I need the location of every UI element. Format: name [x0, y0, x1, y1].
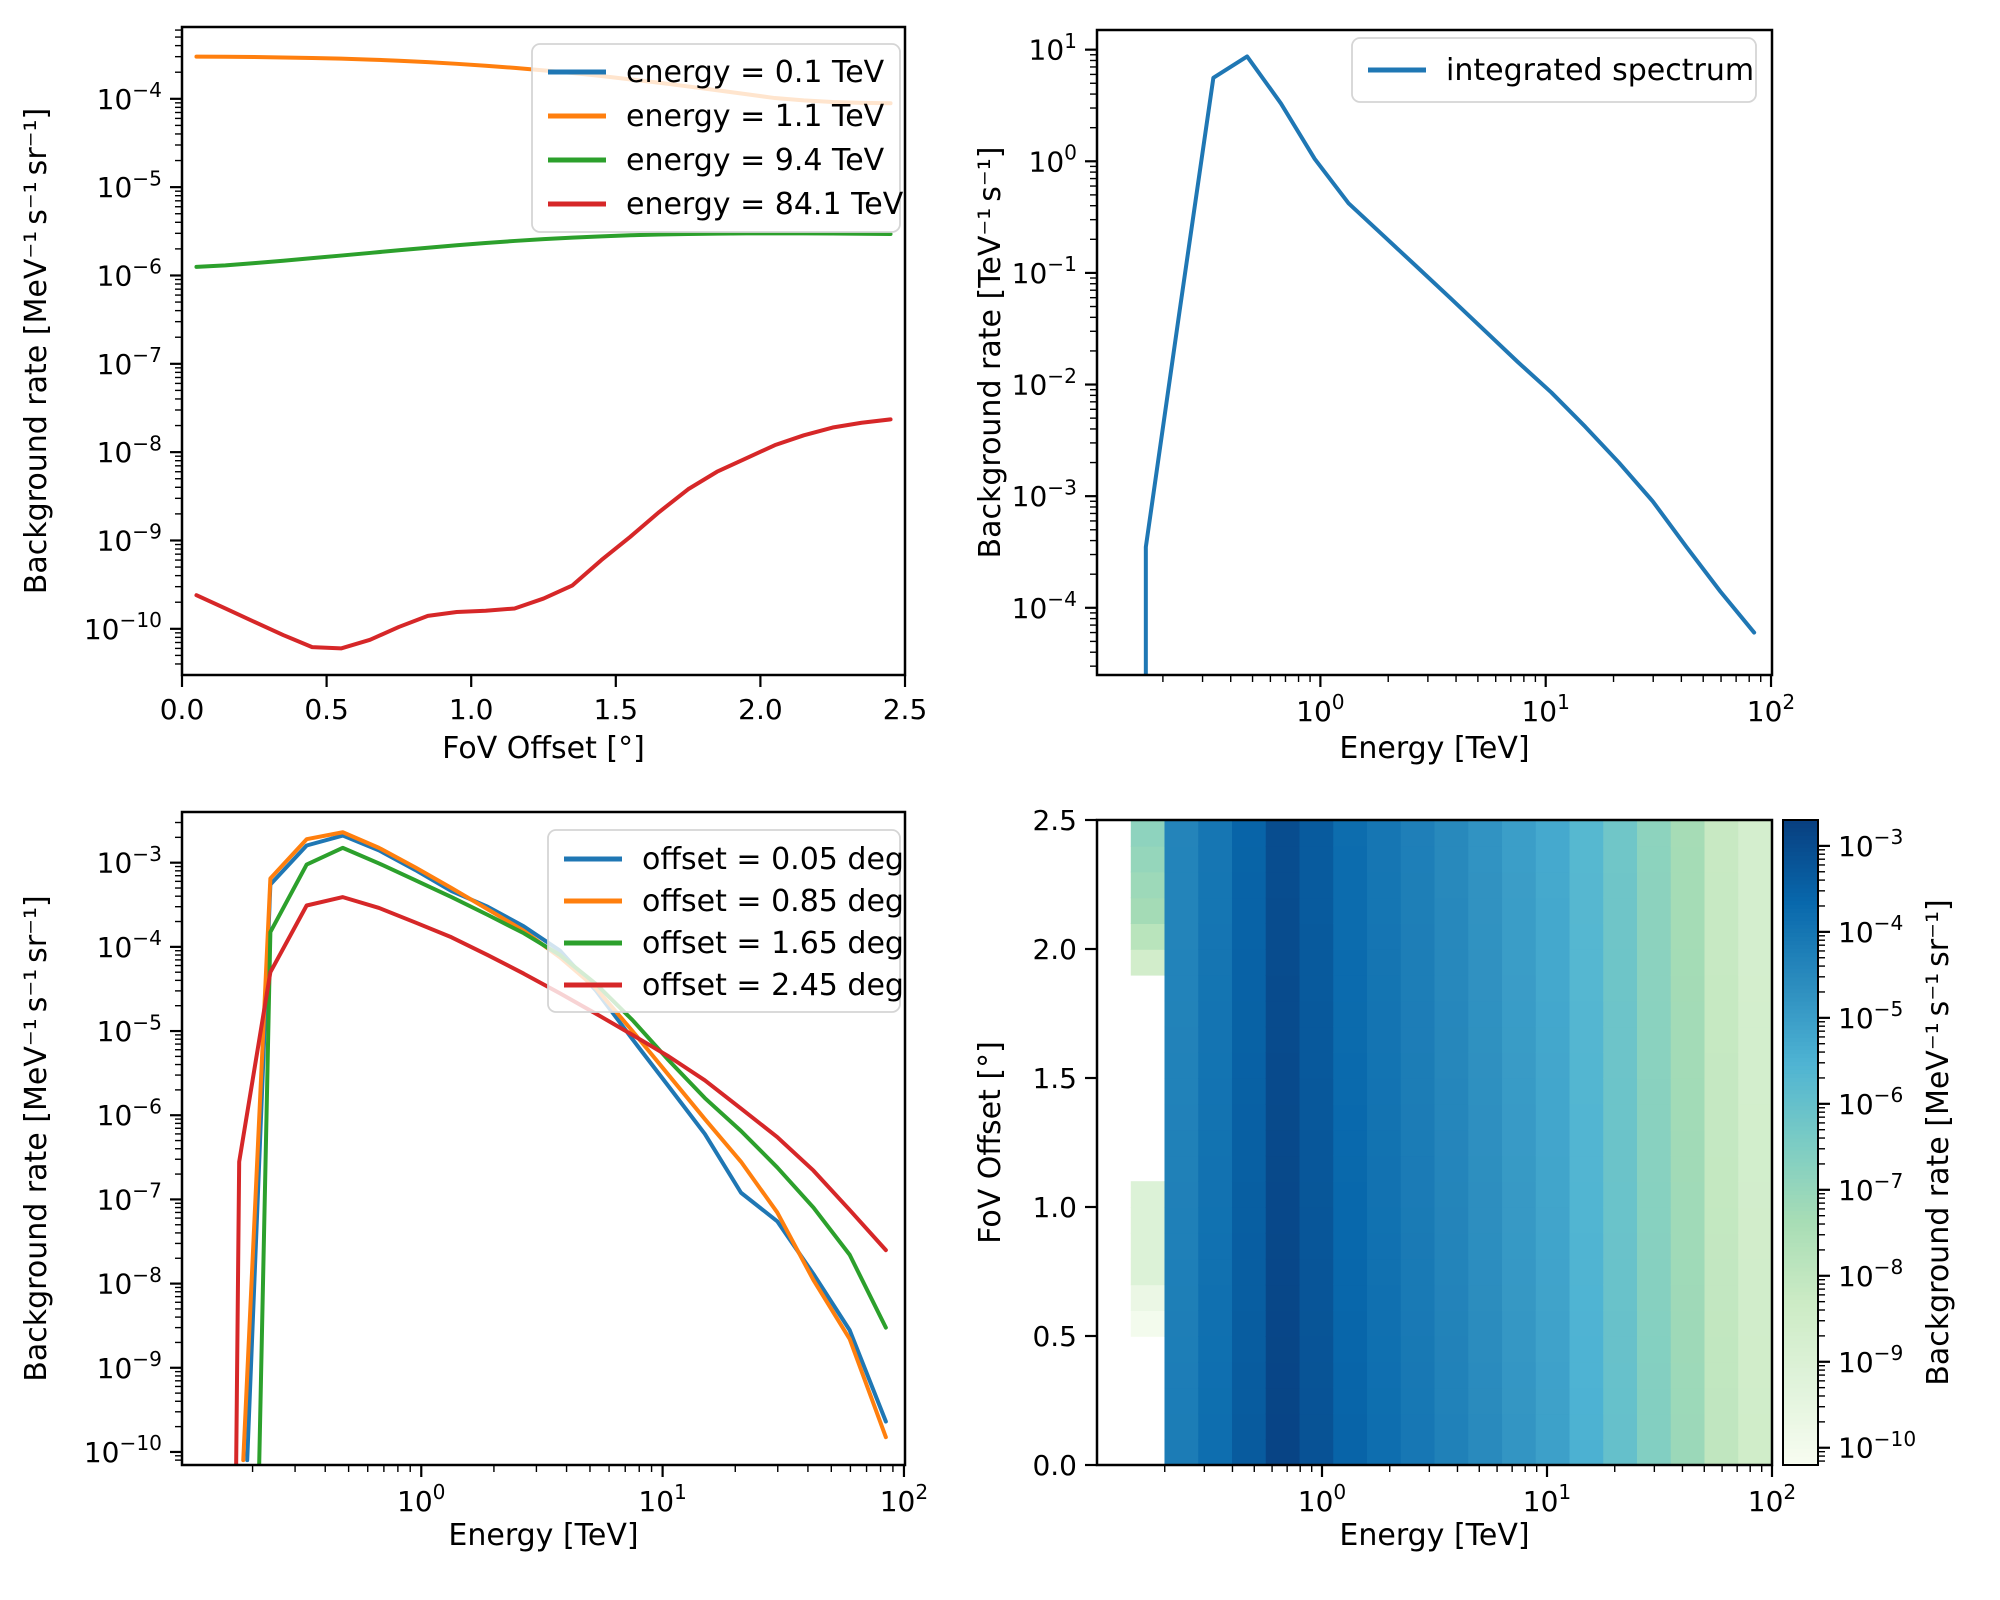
svg-text:10−2: 10−2 [1012, 364, 1077, 402]
data-line [194, 417, 893, 651]
svg-text:10−9: 10−9 [97, 1347, 162, 1385]
svg-text:1.5: 1.5 [1032, 1062, 1077, 1095]
svg-text:10−8: 10−8 [97, 1263, 162, 1301]
legend-entry-label: integrated spectrum [1446, 53, 1754, 88]
axis-labels: Energy [TeV] Background rate [MeV⁻¹ s⁻¹ s… [19, 895, 639, 1553]
svg-text:10−5: 10−5 [1838, 997, 1903, 1035]
axes-frame [180, 25, 907, 677]
svg-text:102: 102 [1747, 690, 1795, 728]
axis-labels: Energy [TeV] Background rate [TeV⁻¹ s⁻¹] [973, 147, 1530, 766]
axis-labels: Energy [TeV] FoV Offset [°] [973, 1041, 1530, 1553]
legend-entry-label: energy = 1.1 TeV [626, 99, 885, 134]
svg-text:100: 100 [1298, 1480, 1346, 1518]
svg-text:10−7: 10−7 [97, 343, 162, 381]
heatmap-cells [1130, 820, 1773, 1466]
y-axis-label: Background rate [MeV⁻¹ s⁻¹ sr⁻¹] [19, 108, 54, 594]
svg-text:10−3: 10−3 [97, 842, 162, 880]
legend-entry-label: energy = 0.1 TeV [626, 55, 885, 90]
svg-text:10−3: 10−3 [1838, 825, 1903, 863]
panel-background-vs-energy: 100 101 102 10−10 10−9 10−8 10−7 10−6 10−5 10−4 10… [19, 810, 928, 1553]
svg-text:10−5: 10−5 [97, 1010, 162, 1048]
svg-text:100: 100 [1296, 690, 1344, 728]
legend: integrated spectrum [1351, 37, 1757, 103]
svg-text:10−6: 10−6 [1838, 1083, 1903, 1121]
svg-text:1.0: 1.0 [449, 693, 494, 726]
svg-text:10−1: 10−1 [1012, 252, 1077, 290]
x-axis-label: Energy [TeV] [448, 1518, 638, 1553]
svg-text:2.5: 2.5 [883, 693, 928, 726]
legend-entry-label: energy = 9.4 TeV [626, 143, 885, 178]
svg-text:101: 101 [1029, 29, 1077, 67]
axis-ticks: 100 101 102 10−4 10−3 10−2 10−1 100 101 [1012, 29, 1796, 728]
svg-text:1.0: 1.0 [1032, 1191, 1077, 1224]
data-line [234, 895, 888, 1465]
svg-text:2.0: 2.0 [738, 693, 783, 726]
legend-entry-label: offset = 0.05 deg [642, 842, 904, 877]
legend-entry-label: offset = 1.65 deg [642, 926, 904, 961]
svg-text:10−6: 10−6 [97, 1094, 162, 1132]
svg-text:10−3: 10−3 [1012, 475, 1077, 513]
svg-text:102: 102 [880, 1480, 928, 1518]
panel-background-vs-offset: 0.0 0.5 1.0 1.5 2.0 2.5 10−10 10−9 10−8 10−7 10−6 1… [19, 25, 928, 766]
svg-text:10−6: 10−6 [97, 255, 162, 293]
svg-text:10−10: 10−10 [84, 1431, 162, 1469]
svg-text:0.0: 0.0 [160, 693, 205, 726]
legend-entry-label: offset = 0.85 deg [642, 884, 904, 919]
svg-text:10−7: 10−7 [97, 1179, 162, 1217]
svg-text:10−10: 10−10 [1838, 1427, 1916, 1465]
svg-text:10−8: 10−8 [1838, 1255, 1903, 1293]
svg-text:2.0: 2.0 [1032, 933, 1077, 966]
legend: energy = 0.1 TeV energy = 1.1 TeV energy =… [531, 43, 904, 233]
x-axis-label: Energy [TeV] [1339, 731, 1529, 766]
svg-text:101: 101 [638, 1480, 686, 1518]
legend: offset = 0.05 deg offset = 0.85 deg offset… [547, 829, 904, 1013]
svg-text:10−4: 10−4 [97, 926, 162, 964]
x-axis-label: Energy [TeV] [1339, 1518, 1529, 1553]
svg-text:10−7: 10−7 [1838, 1169, 1903, 1207]
panel-background-map: 100 101 102 0.0 0.5 1.0 1.5 2.0 2.5 Energy [TeV] F… [973, 804, 1956, 1553]
svg-text:10−4: 10−4 [1012, 587, 1077, 625]
svg-text:10−4: 10−4 [97, 78, 162, 116]
y-axis-label: Background rate [MeV⁻¹ s⁻¹ sr⁻¹] [19, 895, 54, 1381]
x-axis-label: FoV Offset [°] [442, 731, 645, 766]
svg-text:0.5: 0.5 [1032, 1320, 1077, 1353]
colorbar: 10−3 10−4 10−5 10−6 10−7 10−8 10−9 10−10 Backgro… [1782, 819, 1956, 1467]
svg-text:2.5: 2.5 [1032, 804, 1077, 837]
svg-text:100: 100 [397, 1480, 445, 1518]
svg-text:10−9: 10−9 [1838, 1341, 1903, 1379]
svg-text:1.5: 1.5 [594, 693, 639, 726]
svg-text:100: 100 [1029, 141, 1077, 179]
colorbar-label: Background rate [MeV⁻¹ s⁻¹ sr⁻¹] [1921, 899, 1956, 1385]
svg-text:10−10: 10−10 [84, 608, 162, 646]
data-line [1143, 54, 1757, 675]
svg-text:102: 102 [1748, 1480, 1796, 1518]
svg-text:101: 101 [1521, 690, 1569, 728]
svg-text:10−4: 10−4 [1838, 911, 1903, 949]
svg-text:10−5: 10−5 [97, 166, 162, 204]
data-line [194, 231, 893, 269]
y-axis-label: Background rate [TeV⁻¹ s⁻¹] [973, 147, 1008, 559]
svg-text:0.5: 0.5 [304, 693, 349, 726]
axis-labels: FoV Offset [°] Background rate [MeV⁻¹ s⁻¹… [19, 108, 645, 766]
axes-frame [1095, 818, 1774, 1467]
svg-text:10−8: 10−8 [97, 431, 162, 469]
series-lines [1143, 54, 1757, 675]
svg-text:101: 101 [1523, 1480, 1571, 1518]
legend-entry-label: energy = 84.1 TeV [626, 187, 904, 222]
svg-text:0.0: 0.0 [1032, 1449, 1077, 1482]
legend-entry-label: offset = 2.45 deg [642, 968, 904, 1003]
svg-text:10−9: 10−9 [97, 520, 162, 558]
y-axis-label: FoV Offset [°] [973, 1041, 1008, 1244]
axes-frame [180, 810, 907, 1467]
axes-frame [1095, 28, 1774, 677]
